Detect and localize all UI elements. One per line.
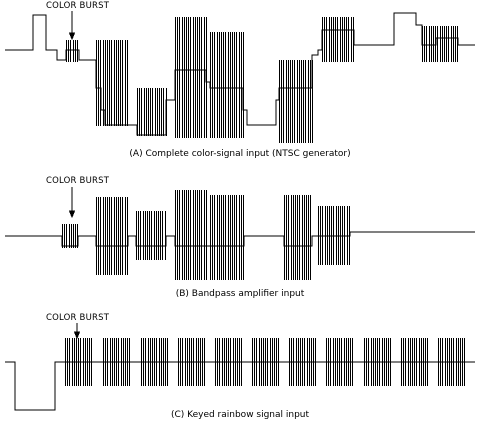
panel-b-color-burst	[62, 224, 78, 248]
panel-a-burst-arrowhead	[68, 32, 76, 41]
panel-c-caption: (C) Keyed rainbow signal input	[170, 410, 310, 420]
panel-b-caption: (B) Bandpass amplifier input	[175, 289, 305, 299]
panel-a-burst-label: COLOR BURST	[46, 1, 110, 11]
panel-c-waveform	[5, 323, 475, 411]
panel-a-caption: (A) Complete color-signal input (NTSC ge…	[129, 149, 351, 159]
panel-b-burst-arrowhead	[68, 210, 76, 219]
panel-a-waveform	[5, 11, 475, 143]
panel-a-color-bars	[96, 17, 458, 143]
panel-c-keyed-rainbow-bursts	[65, 338, 465, 386]
panel-a-baseline-path	[5, 12, 475, 136]
panel-a-color-burst	[66, 40, 78, 62]
panel-c-burst-label: COLOR BURST	[46, 313, 110, 323]
panel-b-burst-label: COLOR BURST	[46, 176, 110, 186]
panel-b-waveform	[5, 187, 475, 280]
panel-b-color-bars	[96, 190, 350, 280]
panel-c-burst-arrowhead	[73, 331, 81, 340]
